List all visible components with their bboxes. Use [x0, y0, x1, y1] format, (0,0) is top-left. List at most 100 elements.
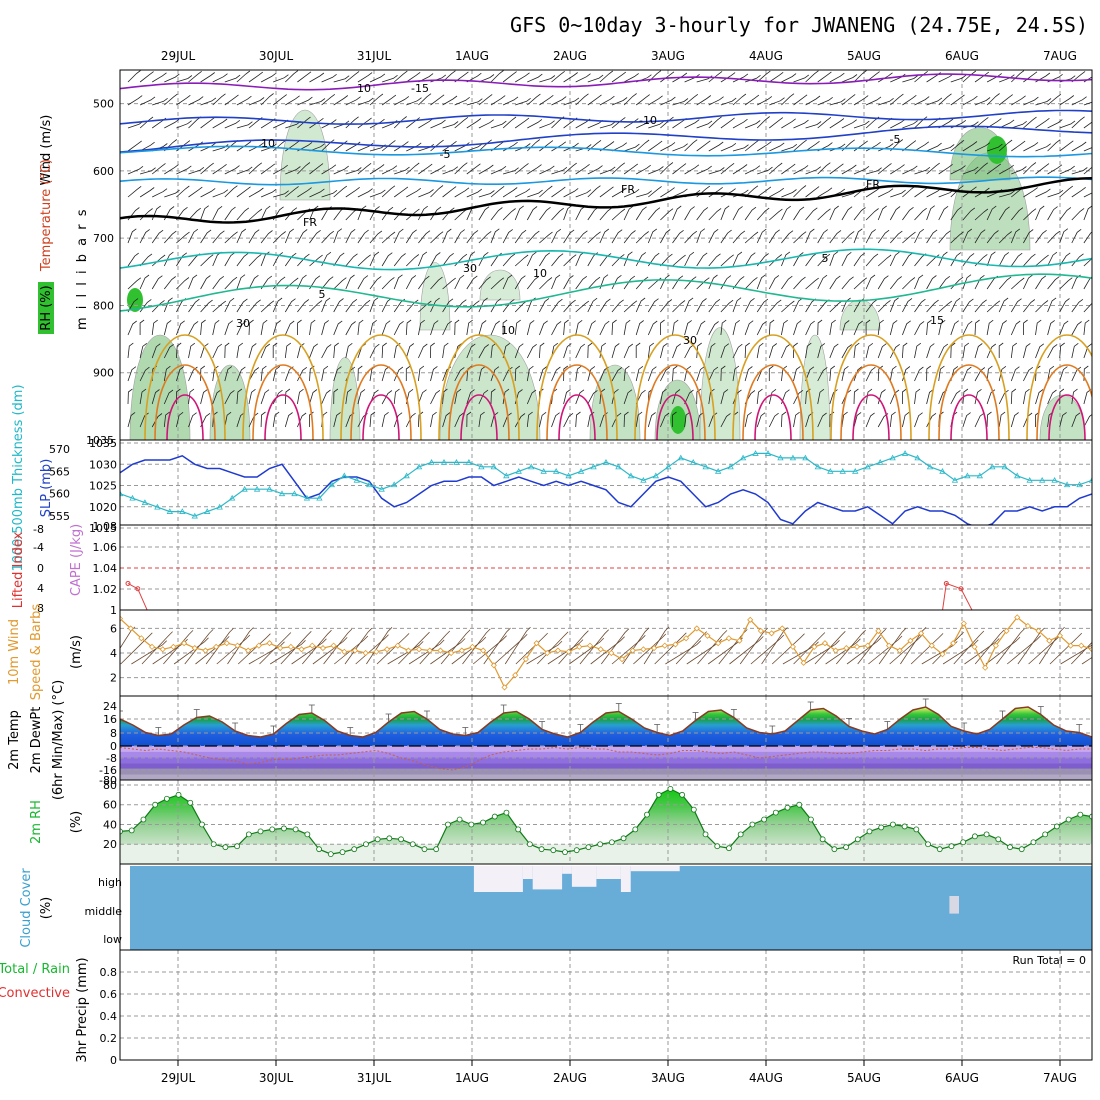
- upper-wind-barb: [527, 119, 543, 129]
- upper-wind-barb: [648, 186, 662, 198]
- upper-wind-barb: [817, 116, 832, 129]
- upper-wind-barb: [164, 93, 178, 106]
- thickness-point: [166, 508, 174, 514]
- cloud-bar-high: [532, 866, 563, 890]
- upper-wind-barb: [672, 163, 687, 175]
- upper-wind-barb: [551, 228, 562, 244]
- upper-wind-barb: [684, 411, 691, 428]
- thickness-point: [1001, 463, 1008, 470]
- wind-speed-point: [896, 647, 903, 654]
- upper-wind-barb: [986, 251, 996, 267]
- upper-wind-barb: [297, 319, 302, 336]
- upper-wind-barb: [890, 230, 903, 244]
- upper-wind-barb: [1023, 253, 1036, 267]
- minmax-whisker: [270, 725, 277, 734]
- wind-speed-point: [586, 642, 594, 649]
- upper-wind-barb: [357, 389, 366, 405]
- upper-wind-barb: [877, 254, 892, 267]
- upper-wind-barb: [853, 342, 860, 359]
- temperature-tick: 24: [103, 700, 117, 713]
- rh-tick: 60: [103, 799, 117, 812]
- upper-wind-barb: [381, 140, 396, 152]
- upper-wind-barb: [587, 342, 593, 359]
- minmax-whisker: [385, 713, 392, 722]
- upper-wind-barb: [1035, 98, 1052, 106]
- upper-wind-barb: [998, 389, 1009, 405]
- upper-wind-barb: [720, 299, 734, 313]
- upper-wind-barb: [490, 185, 505, 198]
- thickness-point: [814, 463, 822, 470]
- upper-wind-barb: [139, 96, 156, 106]
- wind10m-barb: [376, 633, 410, 665]
- upper-wind-barb: [902, 298, 913, 313]
- upper-wind-barb: [647, 366, 657, 382]
- wind10m-unit-label: (m/s): [69, 635, 84, 669]
- upper-wind-barb: [273, 164, 288, 175]
- upper-wind-barb: [781, 251, 791, 267]
- rh-point: [526, 841, 533, 848]
- upper-wind-barb: [926, 97, 943, 106]
- upper-wind-barb: [938, 275, 951, 290]
- upper-wind-barb: [321, 276, 334, 290]
- cape-series: [125, 580, 973, 610]
- upper-wind-barb: [1023, 142, 1039, 152]
- upper-wind-barb: [744, 411, 752, 428]
- upper-wind-barb: [381, 94, 397, 106]
- upper-wind-barb: [502, 96, 519, 106]
- rh-point: [1030, 839, 1037, 846]
- thickness-point: [864, 463, 871, 470]
- precip-tick: 0.6: [100, 988, 118, 1001]
- upper-wind-barb: [442, 166, 459, 175]
- upper-wind-barb: [720, 229, 732, 244]
- upper-wind-barb: [551, 412, 560, 428]
- upper-wind-barb: [297, 366, 308, 382]
- wind-speed-point: [330, 642, 337, 649]
- upper-wind-barb: [926, 319, 932, 336]
- upper-wind-barb: [260, 93, 274, 106]
- upper-wind-barb: [769, 71, 784, 83]
- rh-shade-region: [279, 109, 331, 201]
- upper-wind-barb: [176, 342, 182, 359]
- date-label-top: 31JUL: [357, 49, 392, 63]
- wind-speed-point: [757, 627, 764, 634]
- upper-wind-barb: [817, 388, 825, 405]
- thickness-point: [876, 459, 884, 465]
- wind10m-barb: [547, 639, 584, 665]
- upper-wind-barb: [381, 390, 393, 405]
- upper-wind-barb: [914, 274, 924, 290]
- upper-wind-barb: [1010, 320, 1021, 336]
- upper-wind-barb: [817, 367, 828, 382]
- wind-speed-series: [120, 614, 1092, 691]
- upper-wind-barb: [684, 320, 692, 336]
- upper-wind-barb: [539, 298, 550, 313]
- thickness-point: [1051, 476, 1058, 483]
- wind-speed-point: [661, 642, 668, 649]
- upper-wind-barb: [236, 298, 248, 313]
- rh-point: [562, 849, 568, 856]
- upper-wind-barb: [200, 97, 217, 106]
- upper-wind-barb: [890, 189, 906, 198]
- upper-wind-barb: [660, 253, 673, 267]
- upper-wind-barb: [986, 343, 997, 359]
- upper-wind-barb: [442, 121, 459, 129]
- rh-point: [585, 844, 592, 851]
- upper-wind-barb: [720, 97, 737, 106]
- upper-wind-barb: [744, 297, 755, 313]
- upper-wind-barb: [515, 143, 531, 152]
- upper-wind-barb: [974, 117, 989, 129]
- wind10m-barb: [269, 640, 306, 665]
- upper-wind-barb: [502, 208, 516, 221]
- upper-wind-barb: [321, 344, 332, 359]
- upper-wind-barb: [369, 297, 379, 313]
- upper-wind-barb: [926, 275, 937, 290]
- rh-point: [1089, 813, 1092, 820]
- upper-wind-barb: [938, 251, 948, 267]
- upper-wind-barb: [865, 208, 879, 221]
- upper-wind-barb: [889, 297, 899, 313]
- upper-wind-barb: [841, 344, 852, 359]
- upper-wind-barb: [321, 189, 338, 198]
- upper-wind-barb: [321, 320, 329, 336]
- upper-wind-barb: [248, 208, 263, 221]
